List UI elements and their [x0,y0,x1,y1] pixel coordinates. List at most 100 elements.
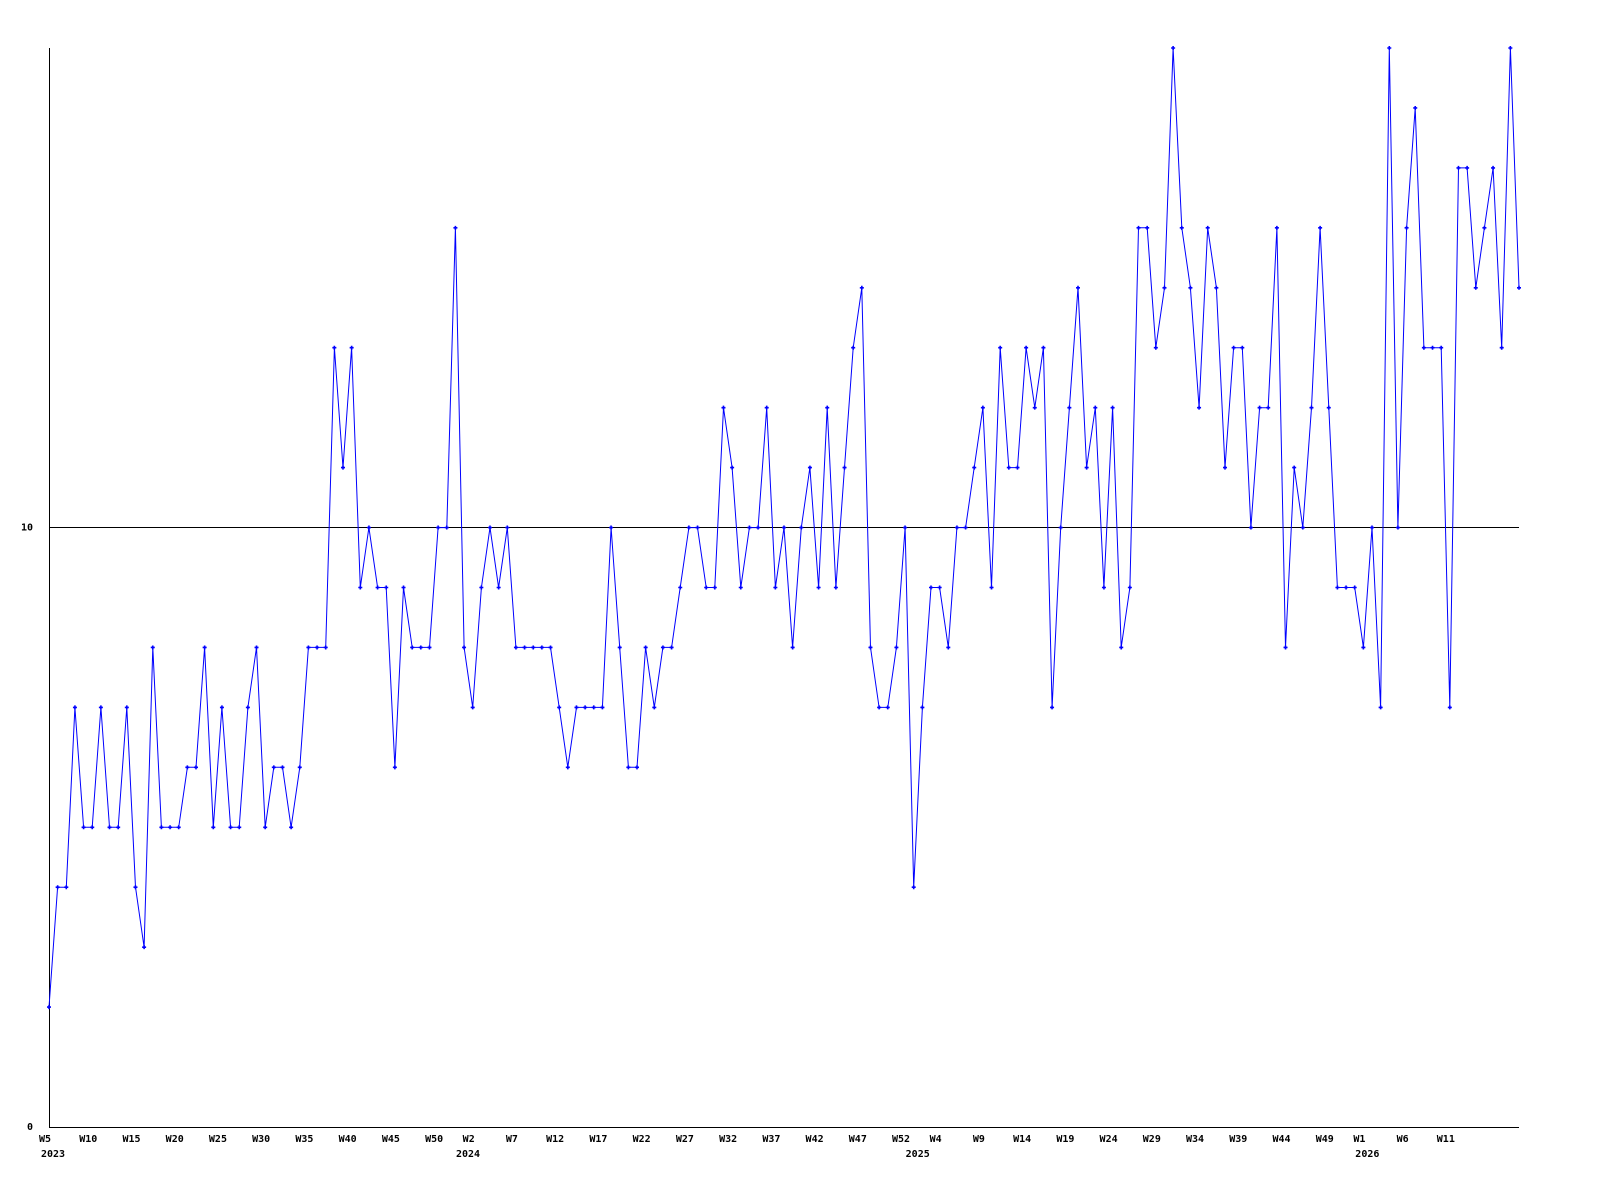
data-point [98,705,103,710]
data-point [1283,645,1288,650]
data-point [470,705,475,710]
x-tick-label: W15 [122,1134,140,1145]
data-point [565,765,570,770]
data-point [531,645,536,650]
data-point [929,585,933,590]
x-tick-label: W7 [506,1134,518,1145]
data-point [444,525,449,530]
data-point [488,525,492,530]
data-point [245,705,250,710]
data-point [1491,165,1496,170]
x-tick-label: W24 [1100,1134,1118,1145]
plot-area: 0 10 W5 W10 W15 W20 W25 W30 W35 W40 W45 W50 W2 W7 W12 W… [21,46,1521,1160]
data-point [557,705,562,710]
data-point [436,525,441,530]
data-point [712,585,717,590]
data-point [617,645,622,650]
data-point [1404,225,1409,230]
data-point [306,645,311,650]
data-point [366,525,371,530]
data-point [851,345,856,350]
data-point [1318,225,1323,230]
data-point [548,645,553,650]
x-year-label: 2023 [41,1149,65,1160]
data-point [920,705,925,710]
data-point [1231,345,1236,350]
data-point [263,825,268,830]
data-point [1257,405,1262,410]
data-point [1292,465,1297,470]
x-tick-label: W42 [806,1134,824,1145]
x-tick-label: W30 [252,1134,270,1145]
data-point [1447,705,1452,710]
data-point [1050,705,1055,710]
data-point [1456,165,1461,170]
data-point [773,585,778,590]
data-point [877,705,882,710]
x-tick-label: W49 [1316,1134,1334,1145]
data-point [1084,465,1089,470]
data-point [1274,225,1279,230]
data-point [1335,585,1340,590]
x-tick-label: W14 [1013,1134,1031,1145]
data-point [185,765,190,770]
data-point [479,585,484,590]
data-point [1378,705,1383,710]
data-point [150,645,155,650]
x-tick-label: W45 [382,1134,400,1145]
data-point [107,825,112,830]
data-point [289,825,294,830]
data-point [1465,165,1470,170]
data-point [1508,46,1513,50]
data-point [1344,585,1349,590]
data-point [1076,285,1080,290]
data-point [1214,285,1219,290]
data-point [1119,645,1124,650]
data-point [825,405,830,410]
data-point [609,525,614,530]
data-point [1326,405,1331,410]
y-tick-label: 0 [27,1122,33,1133]
data-point [1517,285,1521,290]
data-point [626,765,631,770]
data-point [1395,525,1400,530]
data-point [349,345,354,350]
data-point [695,525,700,530]
data-point [1127,585,1132,590]
data-point [1162,285,1167,290]
x-tick-label: W1 [1353,1134,1365,1145]
data-point [1430,345,1435,350]
data-point [219,705,224,710]
data-point [998,345,1003,350]
x-tick-label: W11 [1437,1134,1455,1145]
data-point [237,825,242,830]
data-point [418,645,423,650]
x-year-label: 2026 [1355,1149,1379,1160]
data-point [591,705,596,710]
data-point [1171,46,1176,50]
x-tick-label: W17 [589,1134,607,1145]
x-tick-label: W20 [166,1134,184,1145]
data-point [730,465,735,470]
x-year-label: 2025 [906,1149,930,1160]
x-tick-label: W12 [546,1134,564,1145]
data-point [202,645,207,650]
data-point [799,525,804,530]
data-point [1413,105,1418,110]
data-point [375,585,380,590]
data-point [539,645,544,650]
data-point [816,585,821,590]
data-point [764,405,769,410]
data-point [228,825,233,830]
data-point [323,645,328,650]
data-point [574,705,579,710]
x-tick-label: W44 [1272,1134,1290,1145]
data-point [972,465,977,470]
x-tick-label: W39 [1229,1134,1247,1145]
x-tick-label: W50 [425,1134,443,1145]
data-point [911,885,916,890]
x-tick-label: W47 [849,1134,867,1145]
data-point [859,285,864,290]
data-point [72,705,77,710]
data-point [280,765,285,770]
